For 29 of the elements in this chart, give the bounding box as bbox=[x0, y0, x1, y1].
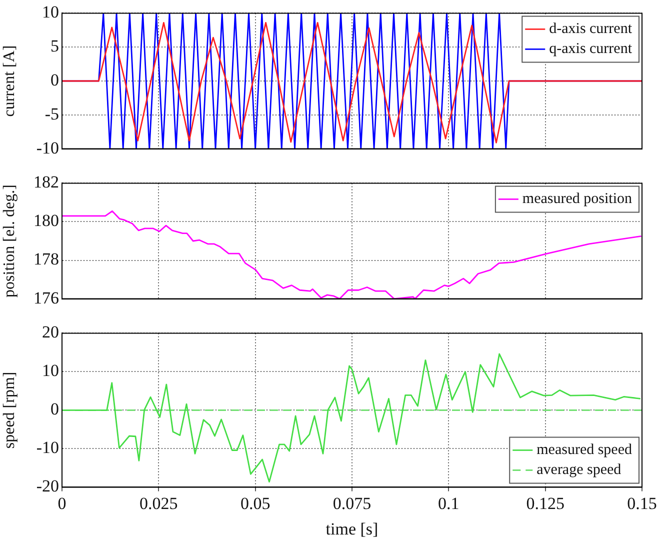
x-axis-title: time [s] bbox=[326, 519, 378, 538]
x-tick-label: 0.025 bbox=[140, 494, 178, 513]
y-tick-label: 178 bbox=[34, 250, 59, 269]
x-tick-label: 0.05 bbox=[240, 494, 270, 513]
y-tick-label: -5 bbox=[44, 104, 59, 124]
y-tick-label: 176 bbox=[34, 288, 59, 308]
y-tick-label: 180 bbox=[34, 211, 59, 230]
y-tick-label: 10 bbox=[42, 361, 59, 380]
legend-label: average speed bbox=[536, 462, 622, 478]
y-tick-label: 5 bbox=[50, 36, 59, 56]
y-tick-label: 20 bbox=[42, 322, 59, 342]
x-tick-label: 0.125 bbox=[526, 494, 564, 513]
x-tick-label: 0.15 bbox=[627, 494, 657, 513]
y-axis-title: speed [rpm] bbox=[0, 372, 18, 449]
y-axis-title: current [A] bbox=[0, 45, 18, 117]
y-tick-label: -10 bbox=[36, 438, 59, 458]
y-tick-label: -20 bbox=[36, 476, 59, 496]
y-axis-title: position [el. deg.] bbox=[0, 184, 18, 298]
y-tick-label: -10 bbox=[36, 138, 59, 158]
y-tick-label: 182 bbox=[34, 172, 59, 192]
legend-label: q-axis current bbox=[549, 41, 633, 58]
y-tick-label: 0 bbox=[50, 70, 59, 90]
legend-label: d-axis current bbox=[549, 21, 633, 38]
x-tick-label: 0.075 bbox=[332, 494, 372, 513]
y-tick-label: 0 bbox=[50, 400, 59, 419]
legend-label: measured speed bbox=[536, 442, 632, 458]
y-tick-label: 10 bbox=[42, 2, 59, 22]
x-tick-label: 0.1 bbox=[438, 494, 460, 513]
legend-label: measured position bbox=[522, 191, 632, 208]
